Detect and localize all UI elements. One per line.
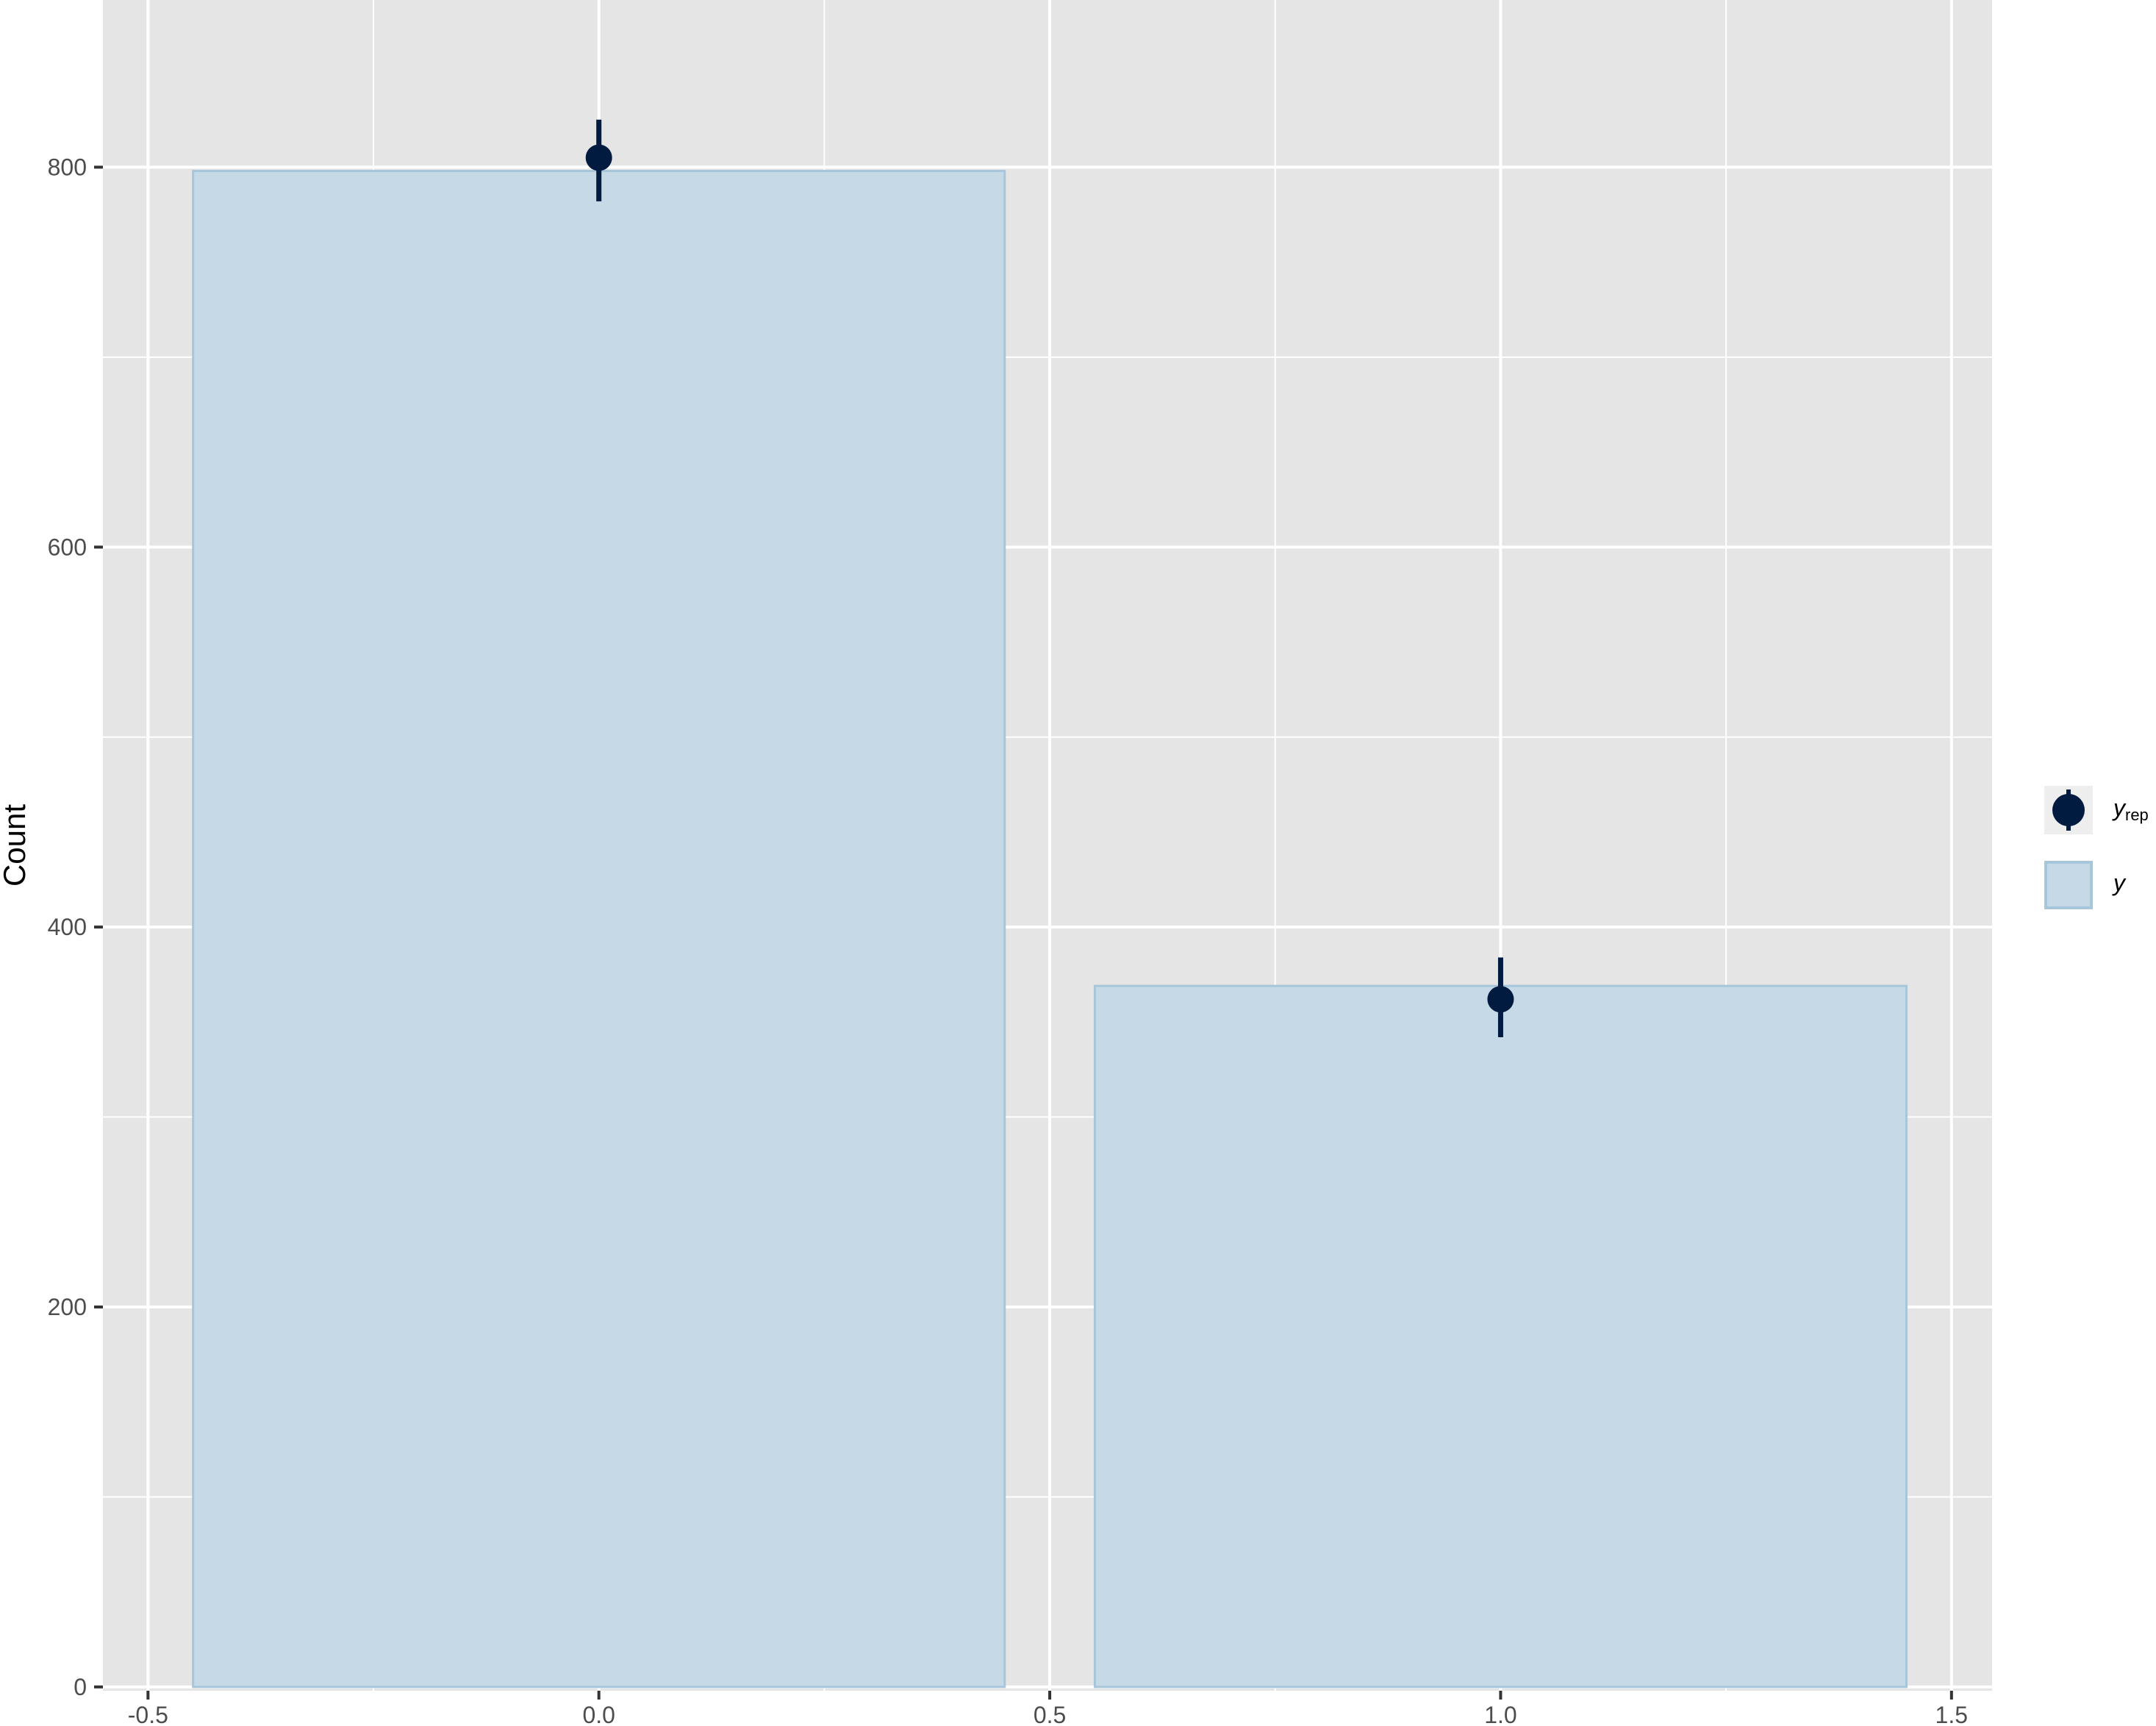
y-tick-label: 200 — [48, 1294, 87, 1320]
x-tick-label: 1.0 — [1484, 1702, 1516, 1726]
x-axis: -0.5 0.0 0.5 1.0 1.5 — [128, 1691, 1968, 1726]
legend-label-1: y — [2112, 870, 2127, 896]
legend: yrep y — [2044, 786, 2149, 909]
y-tick-label: 600 — [48, 534, 87, 560]
point-0 — [585, 144, 612, 171]
x-tick-label: -0.5 — [128, 1702, 168, 1726]
bar-1 — [1093, 984, 1908, 1689]
legend-point-icon — [2052, 794, 2085, 826]
legend-bar-icon — [2044, 861, 2093, 909]
x-tick-label: 0.5 — [1034, 1702, 1066, 1726]
point-1 — [1487, 986, 1514, 1013]
y-tick-label: 800 — [48, 154, 87, 180]
legend-label-0: yrep — [2112, 795, 2149, 824]
y-tick-label: 400 — [48, 914, 87, 940]
point-ranges — [585, 119, 1514, 1038]
x-tick-label: 1.5 — [1935, 1702, 1968, 1726]
y-tick-label: 0 — [74, 1674, 87, 1700]
y-axis: 0 200 400 600 800 — [48, 154, 103, 1700]
bar-0 — [192, 170, 1006, 1689]
bars — [192, 170, 1908, 1689]
y-axis-title: Count — [0, 804, 32, 887]
x-tick-label: 0.0 — [582, 1702, 615, 1726]
